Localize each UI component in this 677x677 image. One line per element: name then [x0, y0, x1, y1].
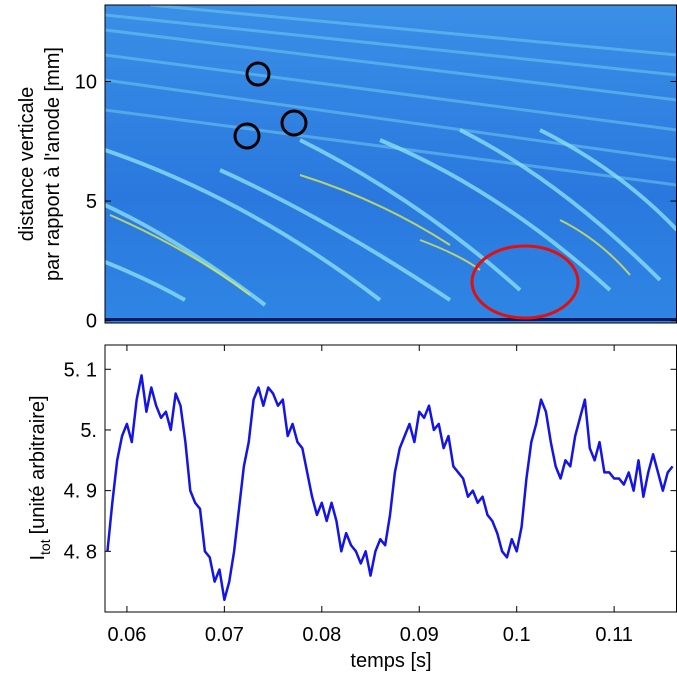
y-tick-label: 4. 8	[64, 541, 97, 563]
x-tick-label: 0.08	[302, 624, 341, 646]
x-tick-label: 0.1	[503, 624, 531, 646]
y-tick-label: 5	[86, 191, 97, 213]
data-line	[106, 374, 674, 602]
y-tick-label: 4. 9	[64, 481, 97, 503]
y-tick-label: 0	[86, 311, 97, 333]
plot-area	[106, 374, 674, 602]
y-axis-label: distance verticale	[16, 87, 38, 242]
heatmap-image	[105, 5, 677, 323]
y-label-main: I	[27, 555, 49, 561]
annotations	[233, 61, 580, 320]
y-label-unit: [unité arbitraire]	[27, 395, 49, 534]
y-label-subscript: tot	[37, 539, 53, 555]
y-axis-label: par rapport à l'anode [mm]	[42, 47, 64, 281]
x-axis-label: temps [s]	[350, 650, 431, 672]
y-tick-label: 10	[75, 72, 97, 94]
y-label-line: distance verticale	[16, 87, 38, 242]
y-tick-label: 5.	[80, 420, 97, 442]
x-tick-label: 0.06	[107, 624, 146, 646]
x-tick-label: 0.09	[400, 624, 439, 646]
x-tick-label: 0.11	[595, 624, 632, 646]
y-label-line: par rapport à l'anode [mm]	[42, 47, 64, 281]
y-axis-label: Itot [unité arbitraire]	[27, 395, 53, 560]
x-tick-label: 0.07	[205, 624, 244, 646]
axes-box	[104, 344, 677, 613]
y-tick-label: 5. 1	[64, 359, 97, 381]
